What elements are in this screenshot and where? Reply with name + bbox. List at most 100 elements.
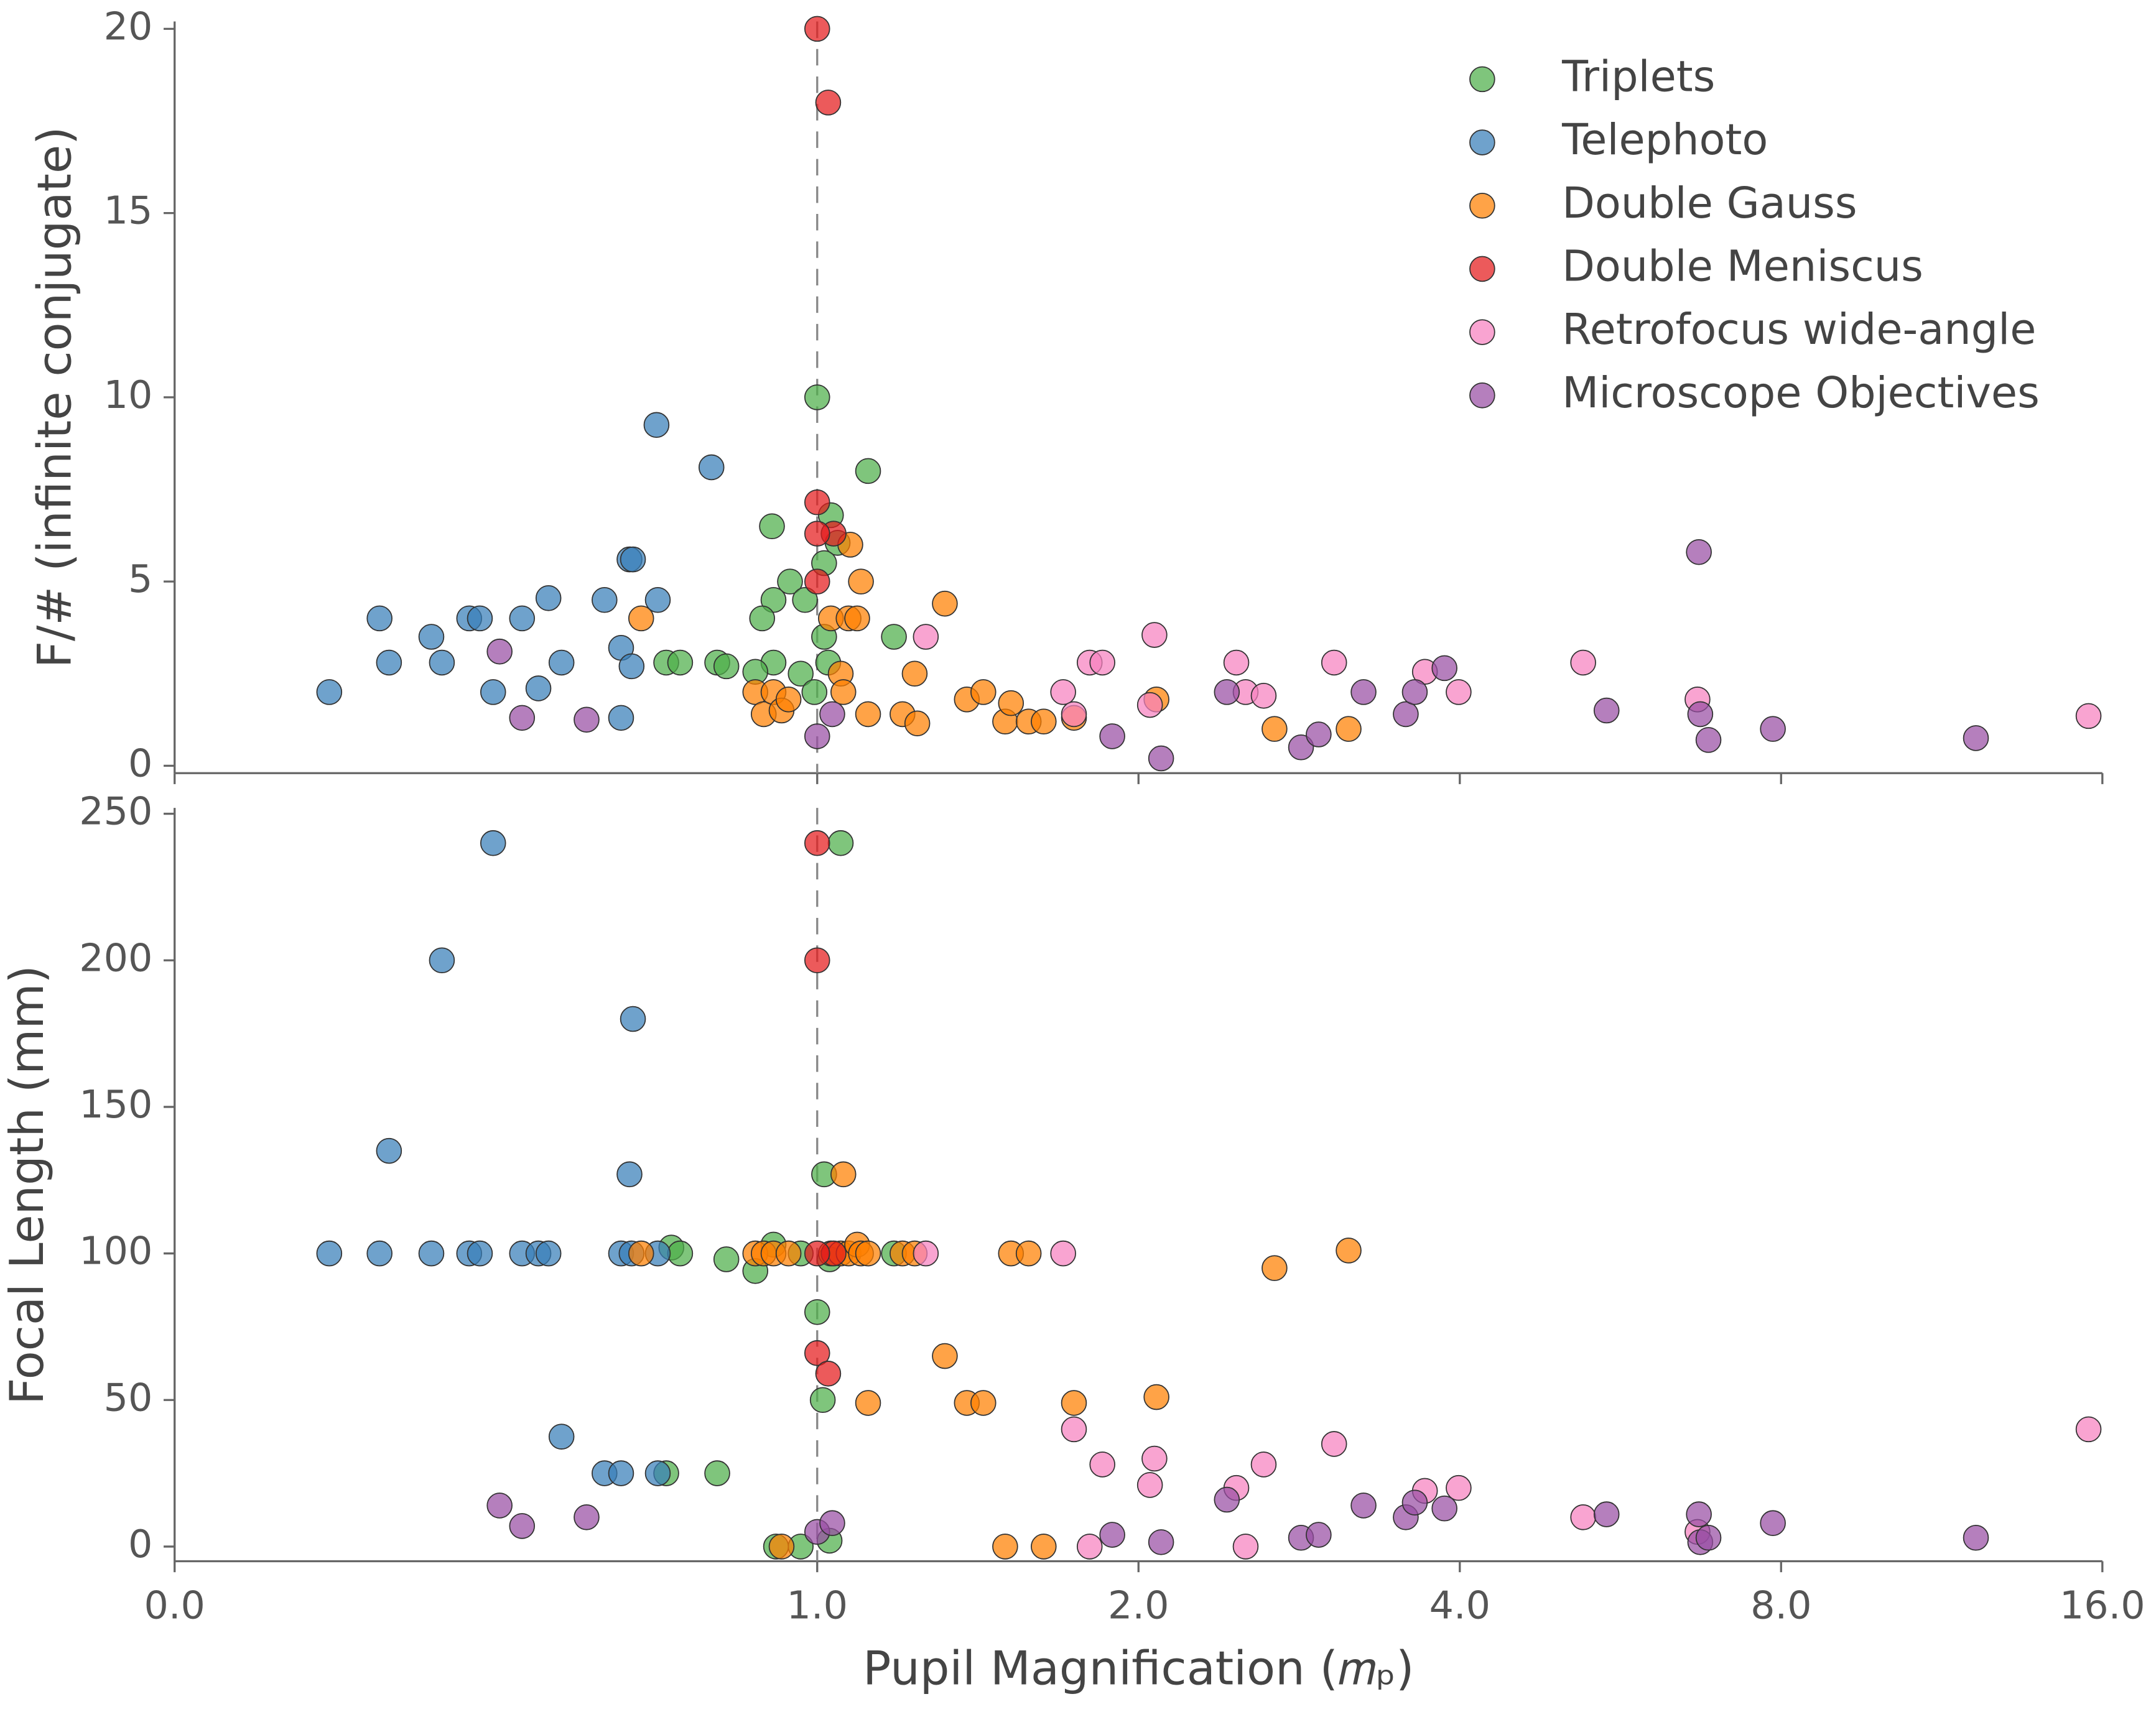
point (509, 1513, 536, 1539)
point (1686, 539, 1712, 565)
point (1050, 1240, 1076, 1267)
point (913, 624, 939, 650)
point (1593, 697, 1620, 724)
point (1760, 1510, 1786, 1536)
point (1393, 701, 1419, 728)
point (804, 1240, 830, 1267)
point (1401, 679, 1428, 705)
point (1570, 1504, 1596, 1530)
point (667, 1240, 694, 1267)
point (429, 649, 455, 676)
legend-label: Microscope Objectives (1562, 368, 2040, 418)
x-tick-label: 0.0 (144, 1583, 205, 1628)
point (1431, 655, 1457, 682)
point (620, 546, 646, 573)
legend-label: Double Gauss (1562, 178, 1857, 228)
point (932, 590, 958, 617)
point (1143, 1384, 1169, 1410)
y-tick-label: 50 (104, 1375, 153, 1420)
point (1148, 1529, 1174, 1555)
point (913, 1240, 939, 1267)
point (486, 1493, 513, 1519)
point (1401, 1489, 1428, 1516)
point (418, 624, 445, 650)
point (1050, 679, 1076, 705)
point (1336, 716, 1362, 742)
point (316, 679, 343, 705)
y-tick-label: 0 (128, 1522, 152, 1567)
point (1306, 1522, 1332, 1548)
legend-marker (1469, 256, 1495, 282)
point (804, 16, 830, 42)
point (1695, 727, 1722, 753)
point (1350, 1493, 1377, 1519)
legend-label: Telephoto (1561, 115, 1768, 165)
point (804, 384, 830, 410)
point (809, 1387, 836, 1414)
point (749, 605, 776, 632)
point (1431, 1495, 1457, 1522)
point (376, 1137, 402, 1164)
legend-marker (1469, 192, 1495, 219)
point (819, 1510, 845, 1536)
point (366, 1240, 393, 1267)
point (2075, 703, 2102, 729)
point (804, 830, 830, 856)
point (574, 1504, 600, 1530)
y-axis-label: Focal Length (mm) (0, 965, 54, 1405)
point (667, 649, 694, 676)
point (881, 624, 907, 650)
point (1232, 1534, 1259, 1560)
point (1570, 649, 1596, 676)
point (992, 1534, 1018, 1560)
legend-marker (1469, 382, 1495, 409)
point (830, 1161, 857, 1188)
point (844, 605, 870, 632)
point (1250, 1451, 1277, 1478)
point (804, 947, 830, 974)
point (804, 489, 830, 516)
point (1089, 1451, 1115, 1478)
point (1223, 649, 1250, 676)
point (316, 1240, 343, 1267)
point (1262, 1255, 1288, 1281)
point (509, 705, 536, 731)
legend-marker (1469, 129, 1495, 155)
point (1214, 1486, 1240, 1513)
point (620, 1006, 646, 1032)
point (429, 947, 455, 974)
point (1250, 683, 1277, 709)
point (535, 1240, 562, 1267)
point (1099, 1522, 1125, 1548)
point (901, 660, 928, 687)
point (1963, 1525, 1989, 1551)
point (848, 568, 874, 595)
y-tick-label: 20 (104, 4, 153, 49)
point (467, 605, 493, 632)
point (1015, 1240, 1042, 1267)
point (1306, 721, 1332, 747)
point (855, 1390, 881, 1416)
point (628, 605, 654, 632)
point (1061, 1390, 1087, 1416)
point (376, 649, 402, 676)
point (698, 454, 725, 481)
point (618, 653, 645, 680)
point (775, 1240, 802, 1267)
point (1288, 734, 1314, 761)
point (775, 686, 802, 713)
point (2075, 1416, 2102, 1443)
point (1695, 1525, 1722, 1551)
point (815, 90, 842, 116)
point (643, 412, 670, 438)
point (827, 830, 854, 856)
point (768, 1534, 795, 1560)
point (480, 830, 506, 856)
y-tick-label: 200 (79, 935, 152, 980)
point (1336, 1238, 1362, 1264)
point (830, 679, 857, 705)
point (480, 679, 506, 705)
point (1321, 649, 1347, 676)
